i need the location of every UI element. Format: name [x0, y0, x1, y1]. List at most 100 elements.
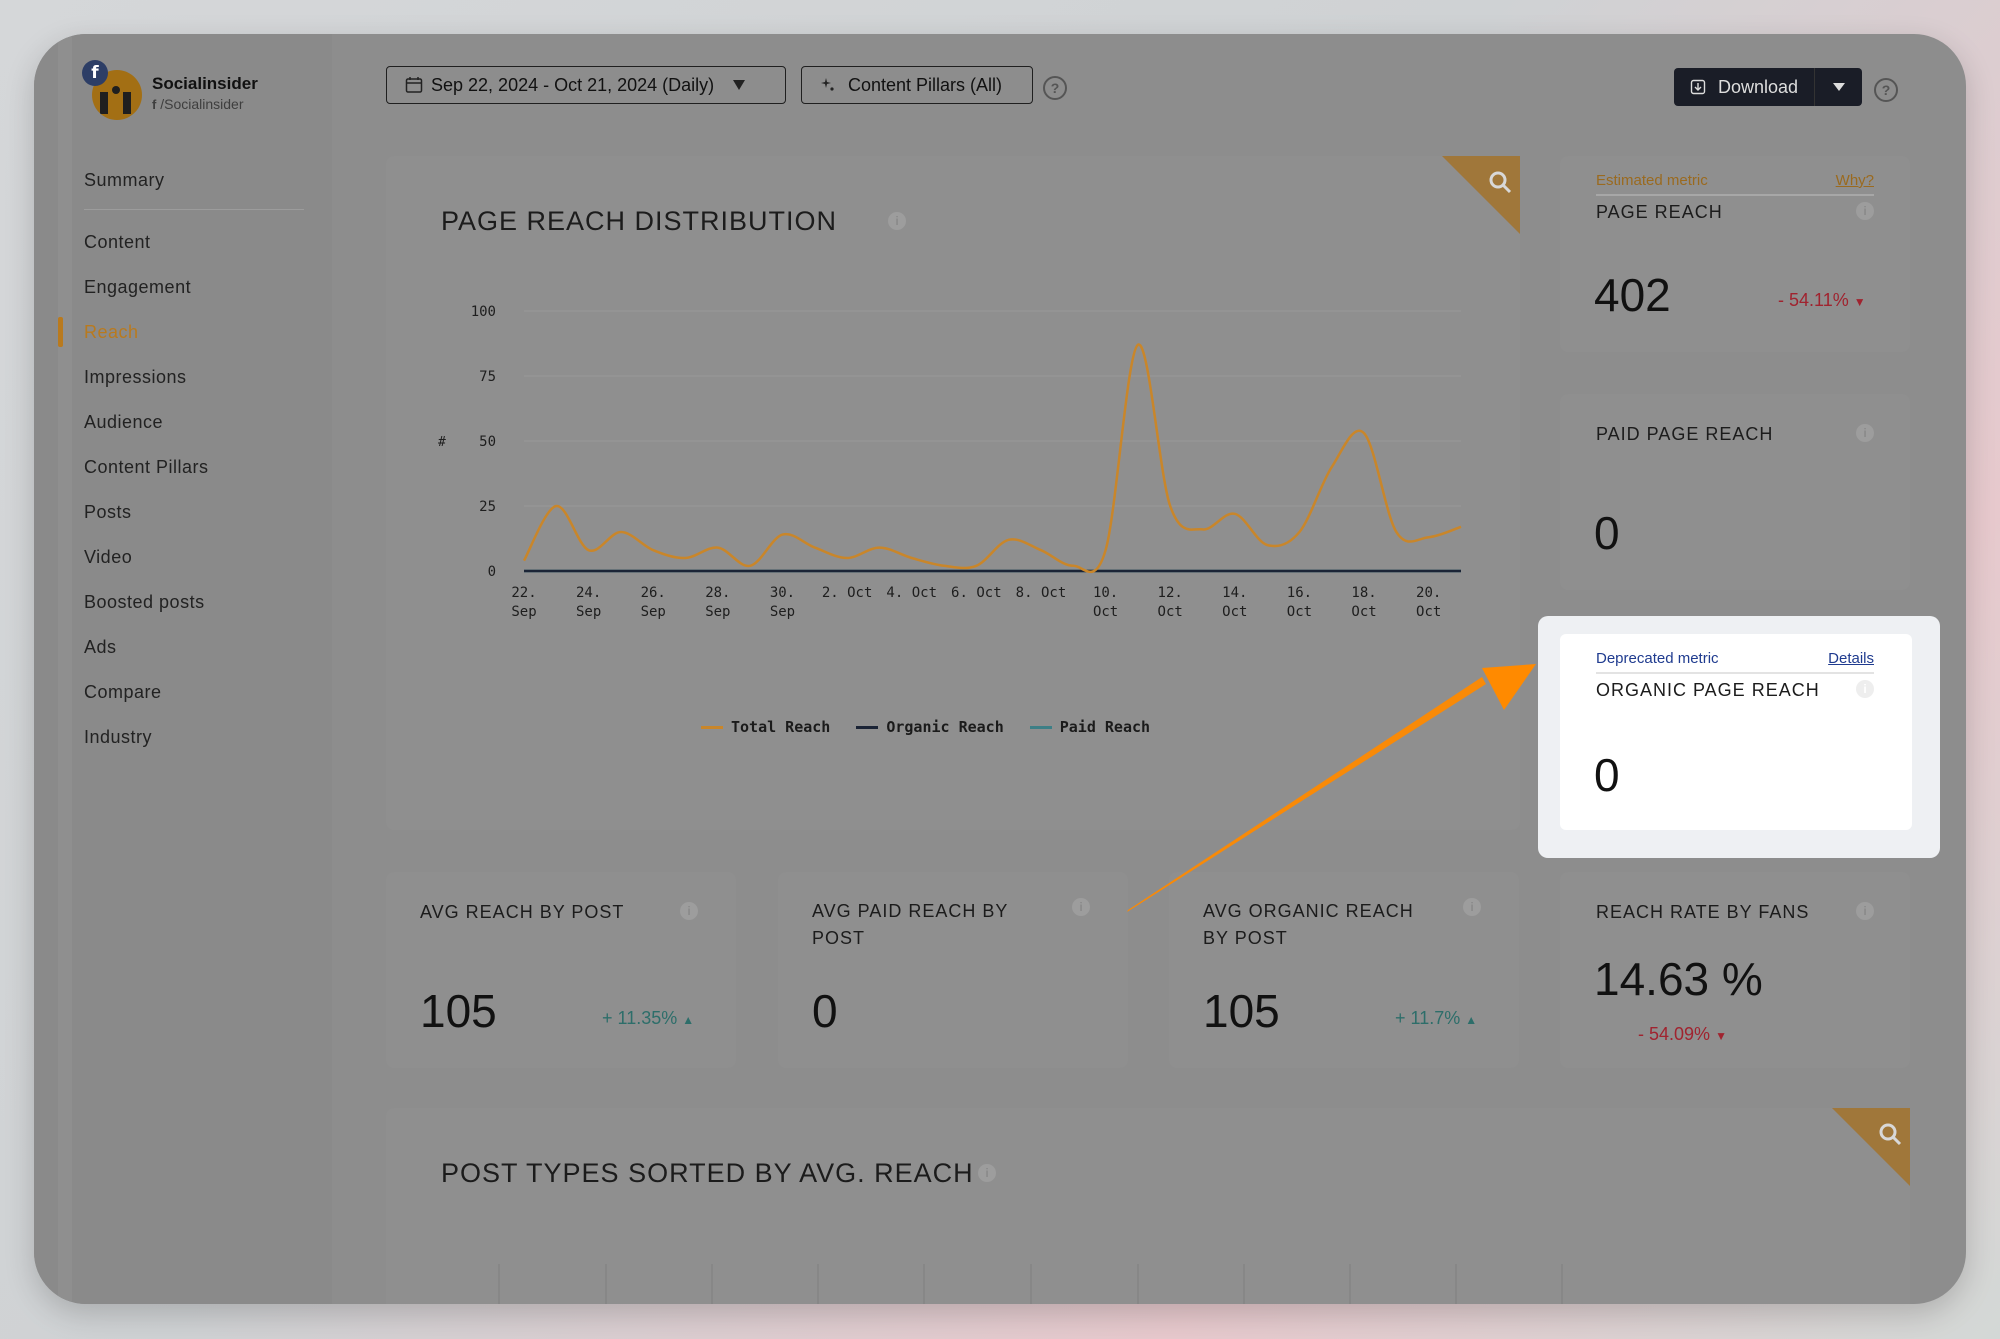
nav-divider	[84, 209, 304, 210]
paid-page-reach-title: PAID PAGE REACH	[1596, 424, 1774, 444]
info-icon[interactable]: i	[888, 212, 906, 230]
chart-legend: Total Reach Organic Reach Paid Reach	[701, 718, 1150, 736]
x-tick-label: Oct	[1093, 604, 1118, 620]
date-range-picker[interactable]: Sep 22, 2024 - Oct 21, 2024 (Daily)	[386, 66, 786, 104]
brand-block[interactable]: f Socialinsider f /Socialinsider	[82, 60, 322, 120]
sidebar-item-ads[interactable]: Ads	[84, 637, 117, 657]
avg-organic-reach-by-post-title: AVG ORGANIC REACH BY POST	[1203, 901, 1414, 948]
download-icon	[1690, 79, 1706, 95]
avg-organic-reach-by-post-delta: + 11.7% ▲	[1395, 1008, 1478, 1028]
search-icon[interactable]	[1878, 1122, 1902, 1146]
search-icon[interactable]	[1488, 170, 1512, 194]
sidebar-nav: Summary Content Engagement Reach Impress…	[58, 158, 314, 760]
sidebar-item-video[interactable]: Video	[84, 547, 133, 567]
x-tick-label: 26.	[641, 585, 666, 601]
sidebar-item-compare[interactable]: Compare	[84, 682, 162, 702]
content-pillars-filter[interactable]: Content Pillars (All)	[801, 66, 1033, 104]
sidebar-item-summary[interactable]: Summary	[84, 170, 165, 190]
sidebar-item-impressions[interactable]: Impressions	[84, 367, 187, 387]
reach-rate-by-fans-value: 14.63 %	[1594, 953, 1763, 1005]
avg-paid-reach-by-post-value: 0	[812, 985, 838, 1037]
y-axis-label: #	[438, 435, 446, 450]
sidebar-item-content[interactable]: Content	[84, 232, 151, 252]
x-tick-label: 28.	[705, 585, 730, 601]
sidebar-item-industry[interactable]: Industry	[84, 727, 153, 747]
legend-organic-reach[interactable]: Organic Reach	[856, 718, 1004, 736]
post-types-gridlines	[498, 1264, 1563, 1304]
info-icon[interactable]: i	[680, 902, 698, 920]
content-pillars-label: Content Pillars (All)	[848, 74, 1003, 95]
page-reach-delta: - 54.11% ▼	[1778, 290, 1866, 310]
estimated-metric-bar: Estimated metric Why?	[1596, 168, 1874, 196]
legend-paid-reach[interactable]: Paid Reach	[1029, 718, 1150, 736]
date-range-label: Sep 22, 2024 - Oct 21, 2024 (Daily)	[431, 74, 715, 95]
zoom-corner[interactable]	[1442, 156, 1520, 234]
post-types-title: POST TYPES SORTED BY AVG. REACH	[441, 1158, 974, 1188]
sidebar-item-content-pillars[interactable]: Content Pillars	[84, 457, 209, 477]
sidebar-rail	[58, 34, 72, 1304]
download-button[interactable]: Download	[1674, 68, 1862, 106]
sidebar-item-posts[interactable]: Posts	[84, 502, 132, 522]
x-tick-label: 8. Oct	[1016, 585, 1067, 601]
avg-organic-reach-by-post-card: AVG ORGANIC REACH BY POST i 105 + 11.7% …	[1169, 872, 1519, 1068]
legend-total-reach[interactable]: Total Reach	[701, 718, 830, 736]
info-icon[interactable]: i	[1072, 898, 1090, 916]
x-tick-label: 4. Oct	[886, 585, 937, 601]
organic-page-reach-value: 0	[1594, 749, 1620, 801]
info-icon[interactable]: i	[1856, 202, 1874, 220]
brand-handle: f /Socialinsider	[152, 96, 244, 112]
x-tick-label: Oct	[1287, 604, 1312, 620]
caret-down-icon: ▼	[1853, 295, 1866, 309]
info-icon[interactable]: i	[1856, 424, 1874, 442]
reach-rate-by-fans-card: REACH RATE BY FANS i 14.63 % - 54.09% ▼	[1560, 872, 1910, 1068]
paid-page-reach-card: PAID PAGE REACH i 0	[1560, 394, 1910, 590]
help-icon[interactable]: ?	[1043, 76, 1067, 100]
x-tick-label: Sep	[511, 604, 536, 620]
download-help-icon[interactable]: ?	[1874, 78, 1898, 102]
x-tick-label: 12.	[1158, 585, 1183, 601]
caret-down-icon[interactable]	[1832, 82, 1846, 92]
x-tick-label: 6. Oct	[951, 585, 1002, 601]
reach-distribution-card: PAGE REACH DISTRIBUTION i 0 25 50 75 100 #22.…	[386, 156, 1520, 830]
download-label: Download	[1718, 76, 1799, 97]
organic-page-reach-highlight: Deprecated metric Details ORGANIC PAGE R…	[1538, 616, 1940, 858]
avg-paid-reach-by-post-card: AVG PAID REACH BY POST i 0	[778, 872, 1128, 1068]
paid-page-reach-value: 0	[1594, 507, 1620, 559]
y-tick-label: 25	[479, 499, 496, 515]
x-tick-label: 22.	[511, 585, 536, 601]
avg-paid-reach-by-post-title: AVG PAID REACH BY POST	[812, 901, 1009, 948]
chart-title: PAGE REACH DISTRIBUTION	[441, 206, 838, 236]
sidebar-item-engagement[interactable]: Engagement	[84, 277, 192, 297]
x-tick-label: Oct	[1222, 604, 1247, 620]
page-reach-title: PAGE REACH	[1596, 202, 1723, 222]
y-tick-label: 100	[471, 304, 496, 320]
x-tick-label: 2. Oct	[822, 585, 873, 601]
x-tick-label: Sep	[770, 604, 795, 620]
series-line-total-reach	[522, 343, 1462, 574]
caret-up-icon: ▲	[1465, 1013, 1478, 1027]
info-icon[interactable]: i	[1856, 680, 1874, 698]
organic-page-reach-title: ORGANIC PAGE REACH	[1596, 680, 1820, 700]
reach-chart: 0 25 50 75 100 #22. Sep 24. Sep 26. Sep 28. Sep 30. Se…	[438, 304, 1462, 620]
x-tick-label: 18.	[1351, 585, 1376, 601]
x-tick-label: 30.	[770, 585, 795, 601]
details-link[interactable]: Details	[1828, 650, 1874, 667]
zoom-corner[interactable]	[1832, 1108, 1910, 1186]
x-tick-label: 16.	[1287, 585, 1312, 601]
sidebar-item-boosted-posts[interactable]: Boosted posts	[84, 592, 205, 612]
sidebar-item-reach[interactable]: Reach	[58, 310, 314, 355]
sidebar: f Socialinsider f /Socialinsider Summary…	[34, 34, 332, 1304]
avg-organic-reach-by-post-value: 105	[1203, 985, 1280, 1037]
why-link[interactable]: Why?	[1835, 172, 1874, 189]
post-types-card: POST TYPES SORTED BY AVG. REACH i	[386, 1108, 1910, 1304]
reach-rate-by-fans-title: REACH RATE BY FANS	[1596, 902, 1810, 922]
x-tick-label: Sep	[705, 604, 730, 620]
reach-rate-by-fans-delta: - 54.09% ▼	[1638, 1024, 1727, 1044]
caret-down-icon	[733, 80, 746, 90]
info-icon[interactable]: i	[1463, 898, 1481, 916]
x-tick-label: Oct	[1351, 604, 1376, 620]
sidebar-item-audience[interactable]: Audience	[84, 412, 164, 432]
info-icon[interactable]: i	[978, 1164, 996, 1182]
y-tick-label: 0	[488, 564, 496, 580]
info-icon[interactable]: i	[1856, 902, 1874, 920]
